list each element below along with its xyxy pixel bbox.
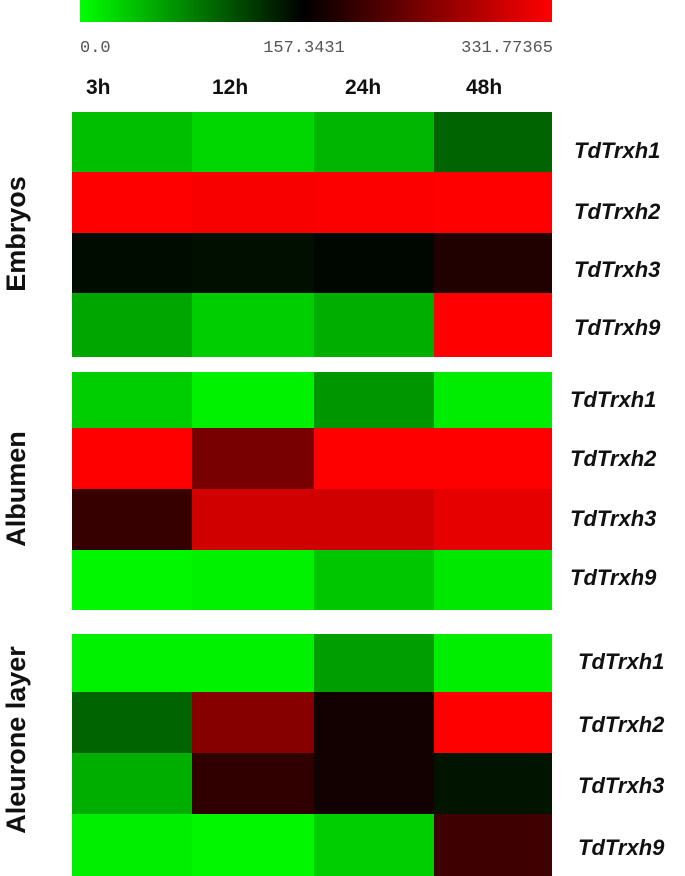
heatmap-cell — [72, 692, 192, 753]
color-scale-bar — [80, 0, 552, 22]
heatmap-cell — [192, 172, 314, 233]
gene-labels-albumen: TdTrxh1 TdTrxh2 TdTrxh3 TdTrxh9 — [570, 387, 657, 590]
heatmap-cell — [434, 372, 552, 428]
gene-labels-embryos: TdTrxh1 TdTrxh2 TdTrxh3 TdTrxh9 — [574, 138, 661, 340]
heatmap-cell — [314, 692, 434, 753]
heatmap-cell — [434, 634, 552, 692]
gene-label: TdTrxh1 — [578, 649, 664, 674]
heatmap-cell — [72, 489, 192, 550]
column-header-3h: 3h — [86, 76, 111, 99]
heatmap-cell — [192, 753, 314, 814]
heatmap-cell — [72, 814, 192, 876]
heatmap-cell — [192, 233, 314, 293]
heatmap-cell — [434, 172, 552, 233]
column-header-24h: 24h — [345, 76, 381, 99]
heatmap-cell — [72, 753, 192, 814]
heatmap-cell — [314, 372, 434, 428]
gene-label: TdTrxh2 — [574, 199, 661, 224]
scale-mid-label: 157.3431 — [263, 39, 345, 58]
heatmap-cell — [434, 814, 552, 876]
heatmap-cell — [314, 112, 434, 172]
heatmap-cells — [72, 112, 552, 876]
heatmap-cell — [72, 112, 192, 172]
heatmap-cell — [314, 550, 434, 610]
scale-min-label: 0.0 — [80, 39, 111, 58]
heatmap-cell — [434, 753, 552, 814]
heatmap-cell — [314, 293, 434, 357]
tissue-label-albumen: Albumen — [1, 431, 31, 547]
heatmap-cell — [192, 634, 314, 692]
heatmap-cell — [314, 172, 434, 233]
heatmap-cell — [434, 550, 552, 610]
heatmap-cell — [192, 550, 314, 610]
heatmap-cell — [434, 293, 552, 357]
gene-label: TdTrxh1 — [570, 387, 656, 412]
gene-labels-aleurone-layer: TdTrxh1 TdTrxh2 TdTrxh3 TdTrxh9 — [578, 649, 665, 860]
gene-label: TdTrxh3 — [574, 257, 660, 282]
heatmap-cell — [72, 428, 192, 489]
heatmap-cell — [314, 814, 434, 876]
tissue-label-embryos: Embryos — [1, 176, 31, 292]
heatmap-cell — [72, 293, 192, 357]
heatmap-cell — [192, 293, 314, 357]
gene-label: TdTrxh2 — [578, 712, 665, 737]
gene-label: TdTrxh1 — [574, 138, 660, 163]
heatmap-cell — [314, 233, 434, 293]
gene-label: TdTrxh9 — [570, 565, 657, 590]
heatmap-cell — [314, 634, 434, 692]
heatmap-cell — [72, 172, 192, 233]
gene-label: TdTrxh2 — [570, 446, 657, 471]
heatmap-cell — [192, 372, 314, 428]
heatmap-cell — [434, 112, 552, 172]
heatmap-cell — [434, 428, 552, 489]
heatmap-cell — [192, 112, 314, 172]
heatmap-cell — [72, 550, 192, 610]
heatmap-cell — [72, 372, 192, 428]
tissue-label-aleurone-layer: Aleurone layer — [1, 646, 31, 834]
heatmap-cell — [434, 692, 552, 753]
column-header-48h: 48h — [466, 76, 502, 99]
heatmap-cell — [192, 428, 314, 489]
heatmap-cell — [314, 753, 434, 814]
heatmap-cell — [314, 428, 434, 489]
heatmap-cell — [434, 489, 552, 550]
gene-label: TdTrxh3 — [570, 506, 656, 531]
heatmap-cell — [72, 634, 192, 692]
heatmap-cell — [314, 489, 434, 550]
heatmap-cell — [192, 489, 314, 550]
heatmap-cell — [192, 692, 314, 753]
heatmap-cell — [192, 814, 314, 876]
gene-label: TdTrxh9 — [578, 835, 665, 860]
heatmap-cell — [434, 233, 552, 293]
gene-label: TdTrxh9 — [574, 315, 661, 340]
column-header-12h: 12h — [212, 76, 248, 99]
heatmap-cell — [72, 233, 192, 293]
scale-max-label: 331.77365 — [461, 39, 553, 58]
gene-label: TdTrxh3 — [578, 773, 664, 798]
